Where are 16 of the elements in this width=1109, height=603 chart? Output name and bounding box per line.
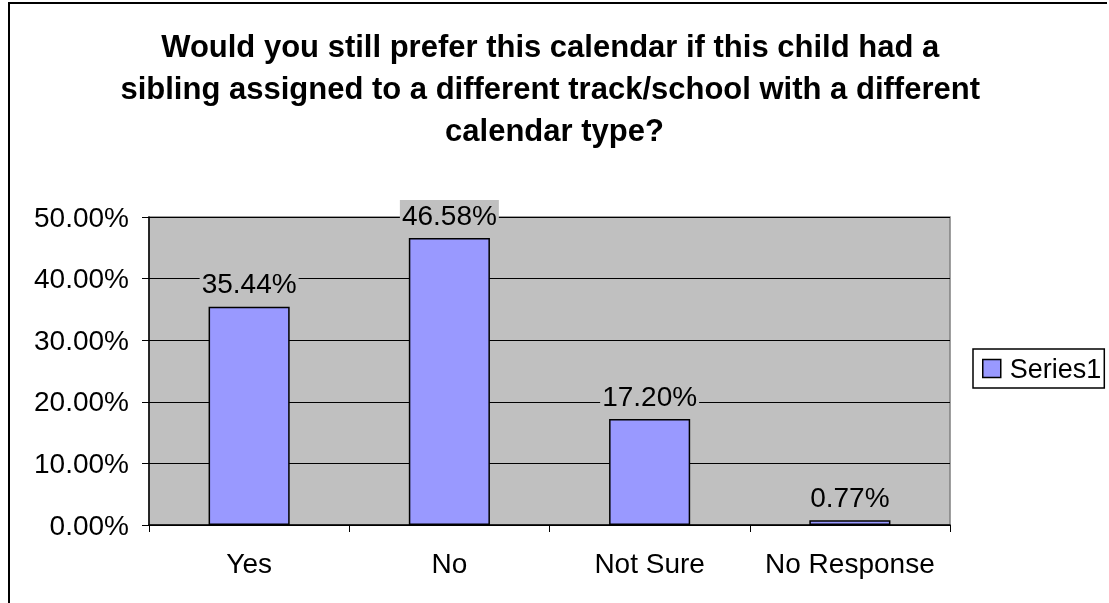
y-tick-label: 20.00% [34,386,129,418]
y-tick-label: 50.00% [34,201,129,233]
data-label: 46.58% [401,199,497,231]
x-tick-label: No Response [765,547,935,579]
y-tick-label: 30.00% [34,324,129,356]
x-tick-label: Yes [226,547,272,579]
x-tick-label: Not Sure [594,547,705,579]
chart-title: Would you still prefer this calendar if this child had a sibling assigned to a different track/school with a different calendar type? [120,28,989,148]
y-tick-label: 0.00% [49,509,129,541]
x-tick-label: No [431,547,468,579]
legend-label: Series1 [1009,353,1102,384]
y-tick-label: 10.00% [34,447,129,479]
data-label: 17.20% [602,380,698,412]
data-label: 0.77% [810,481,890,513]
y-tick-label: 40.00% [34,263,129,295]
data-label: 35.44% [201,268,297,300]
